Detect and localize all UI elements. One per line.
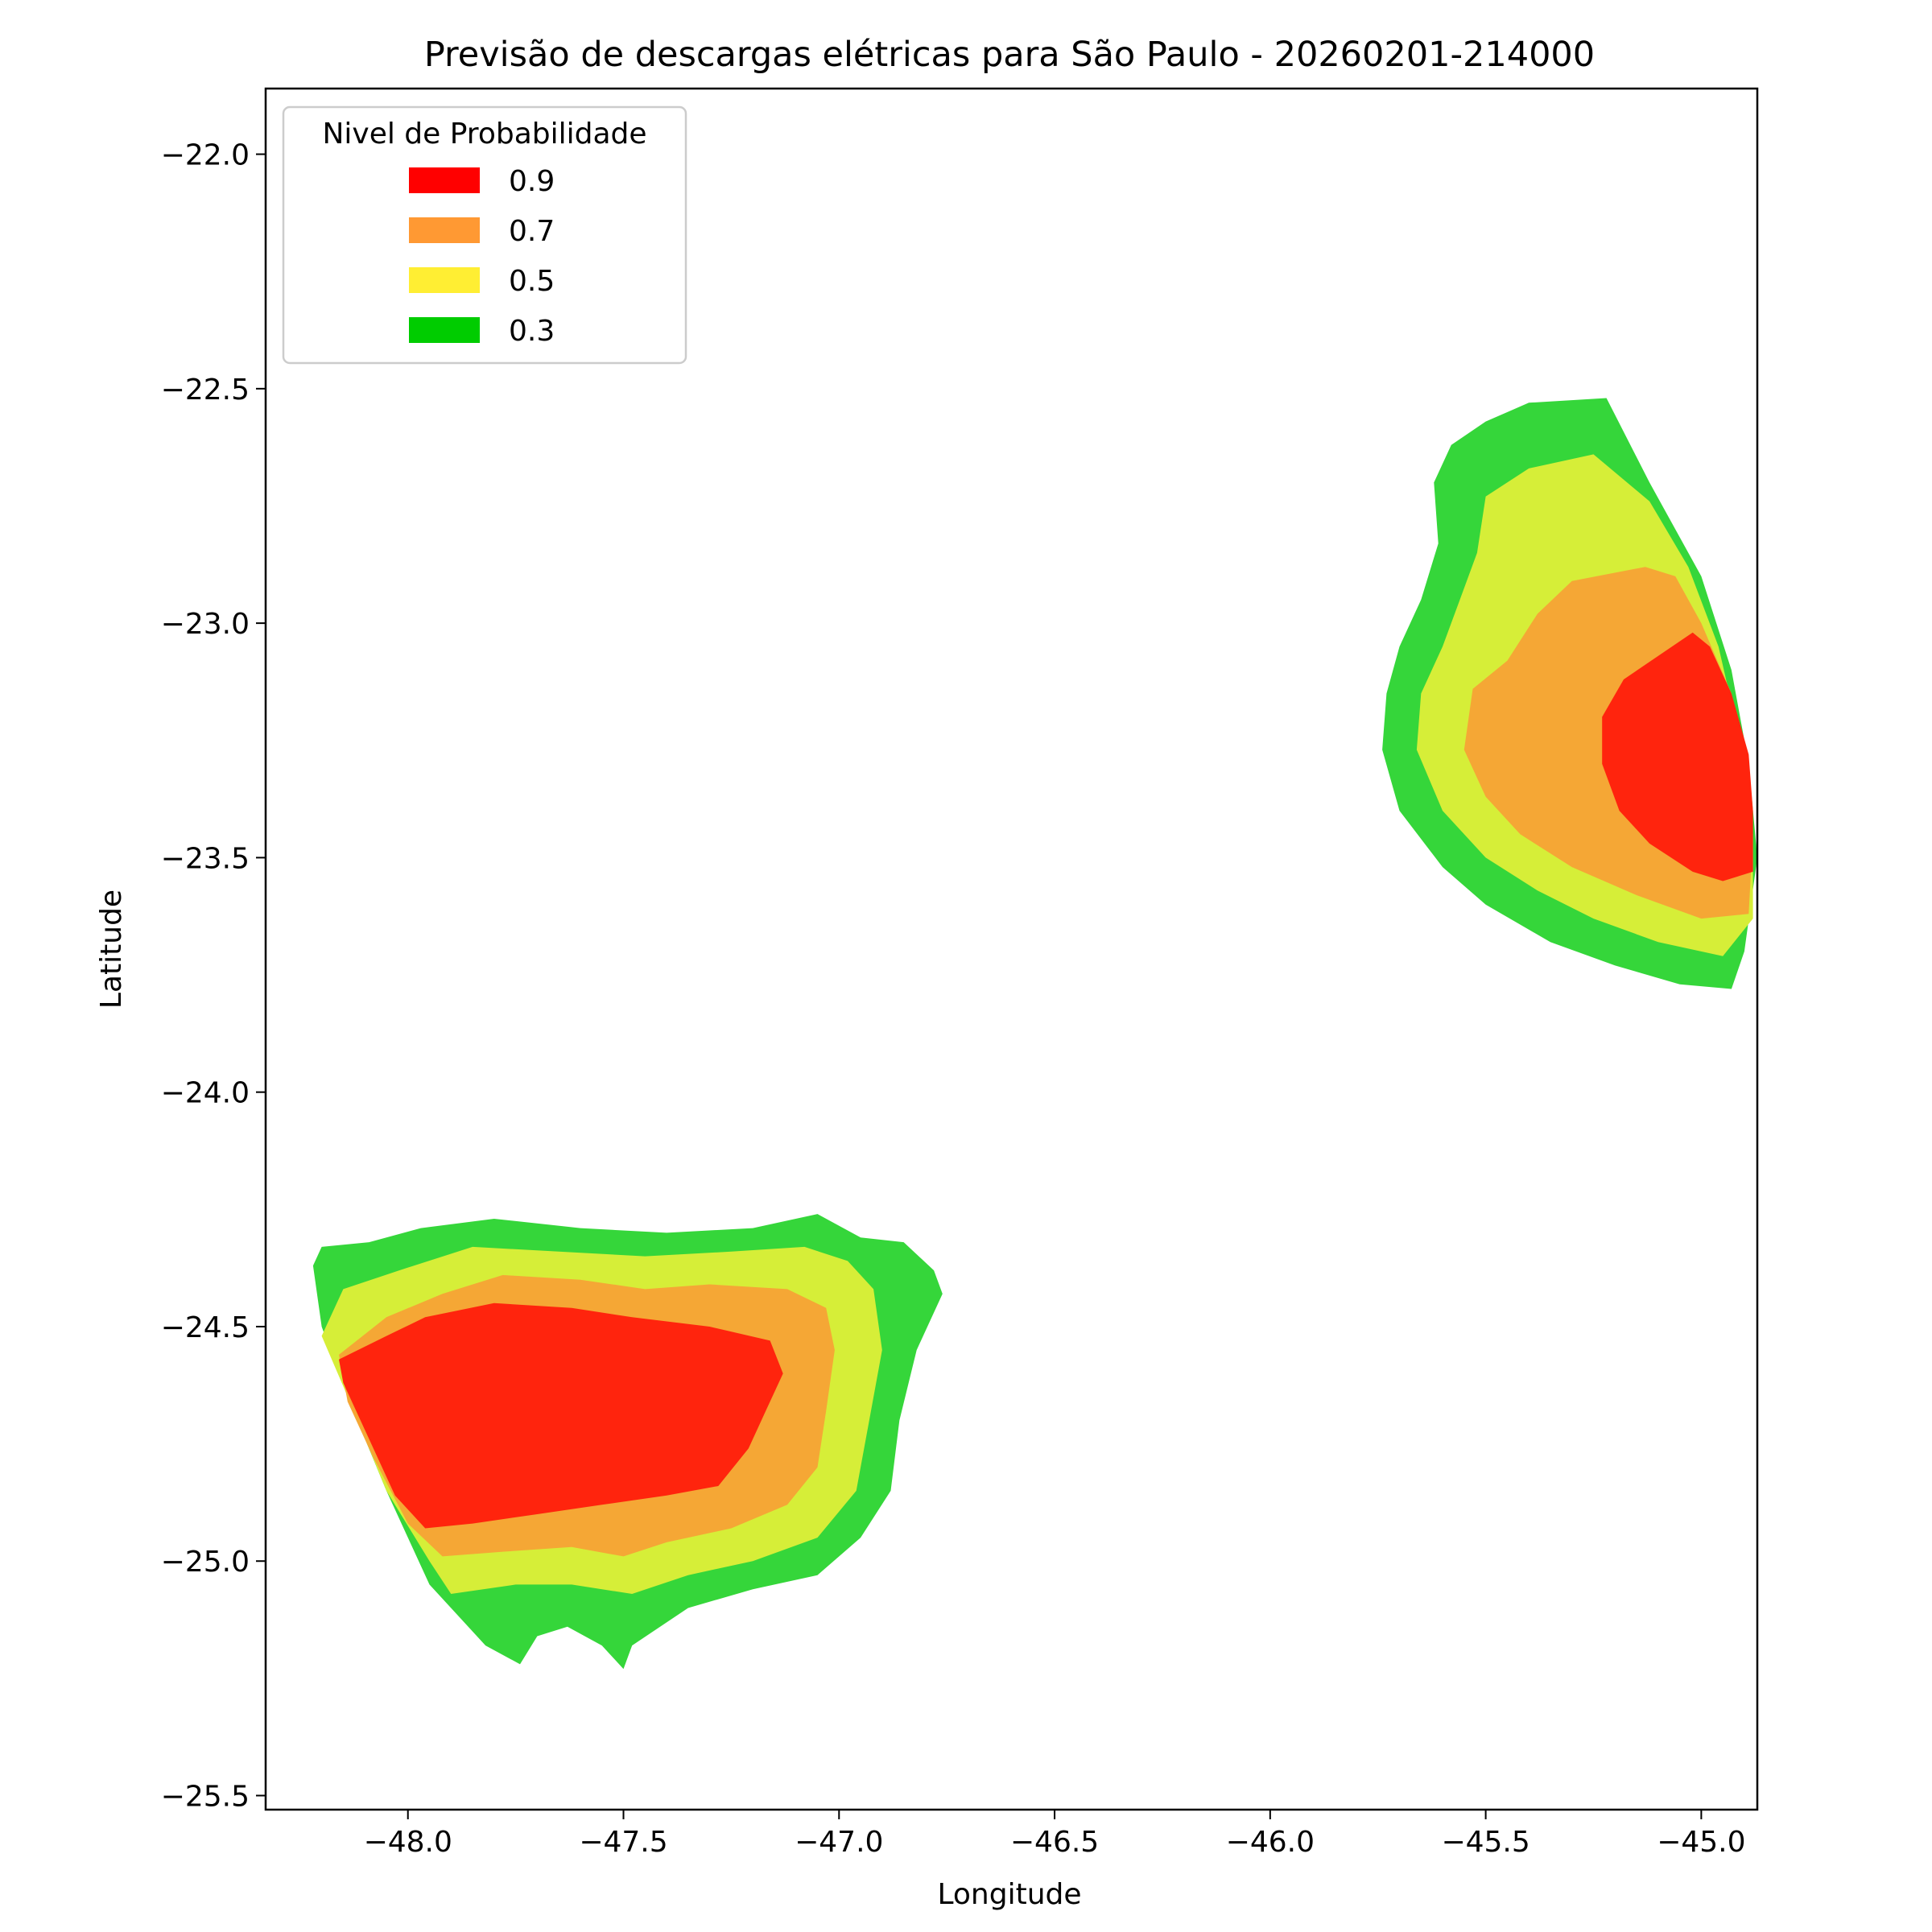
legend-label-09: 0.9	[509, 165, 555, 198]
southwest-cell-level-09-area	[339, 1302, 783, 1529]
legend-swatch-03	[409, 317, 480, 343]
legend-box	[282, 105, 687, 365]
legend-label-03: 0.3	[509, 315, 555, 348]
x-tick-label: −48.0	[364, 1826, 452, 1859]
y-tick-label: −23.0	[161, 608, 250, 641]
y-axis-title: Latitude	[95, 890, 128, 1009]
legend-swatch-05	[409, 267, 480, 293]
x-axis: −48.0 −47.5 −47.0 −46.5 −46.0 −45.5 −45.0	[364, 1810, 1746, 1859]
legend-label-07: 0.7	[509, 215, 555, 248]
x-axis-title: Longitude	[937, 1878, 1081, 1911]
y-tick-label: −23.5	[161, 842, 250, 875]
legend-entries: 0.9 0.7 0.5 0.3	[409, 165, 555, 348]
region-northeast-cell	[1382, 398, 1757, 989]
legend-label-05: 0.5	[509, 265, 555, 298]
legend-swatch-09	[409, 167, 480, 193]
x-tick-label: −47.5	[579, 1826, 667, 1859]
x-tick-label: −45.5	[1441, 1826, 1530, 1859]
x-tick-label: −47.0	[795, 1826, 883, 1859]
y-tick-label: −22.5	[161, 374, 250, 407]
legend-swatch-07	[409, 217, 480, 243]
plot-frame	[264, 87, 1759, 1811]
x-tick-label: −46.5	[1010, 1826, 1099, 1859]
legend-title: Nivel de Probabilidade	[322, 118, 646, 151]
x-tick-label: −45.0	[1657, 1826, 1745, 1859]
plot-area	[312, 398, 1757, 1670]
legend: Nivel de Probabilidade 0.9 0.7 0.5 0.3	[282, 105, 687, 365]
northeast-cell-level-09-area	[1602, 632, 1753, 881]
x-tick-label: −46.0	[1226, 1826, 1315, 1859]
chart-title: Previsão de descargas elétricas para São…	[424, 35, 1595, 75]
region-southwest-cell	[312, 1214, 943, 1670]
y-axis: −22.0 −22.5 −23.0 −23.5 −24.0 −24.5 −25.0 −25.5	[161, 139, 266, 1814]
y-tick-label: −22.0	[161, 139, 250, 172]
y-tick-label: −24.0	[161, 1077, 250, 1110]
y-tick-label: −25.0	[161, 1546, 250, 1579]
y-tick-label: −24.5	[161, 1311, 250, 1344]
y-tick-label: −25.5	[161, 1781, 250, 1814]
